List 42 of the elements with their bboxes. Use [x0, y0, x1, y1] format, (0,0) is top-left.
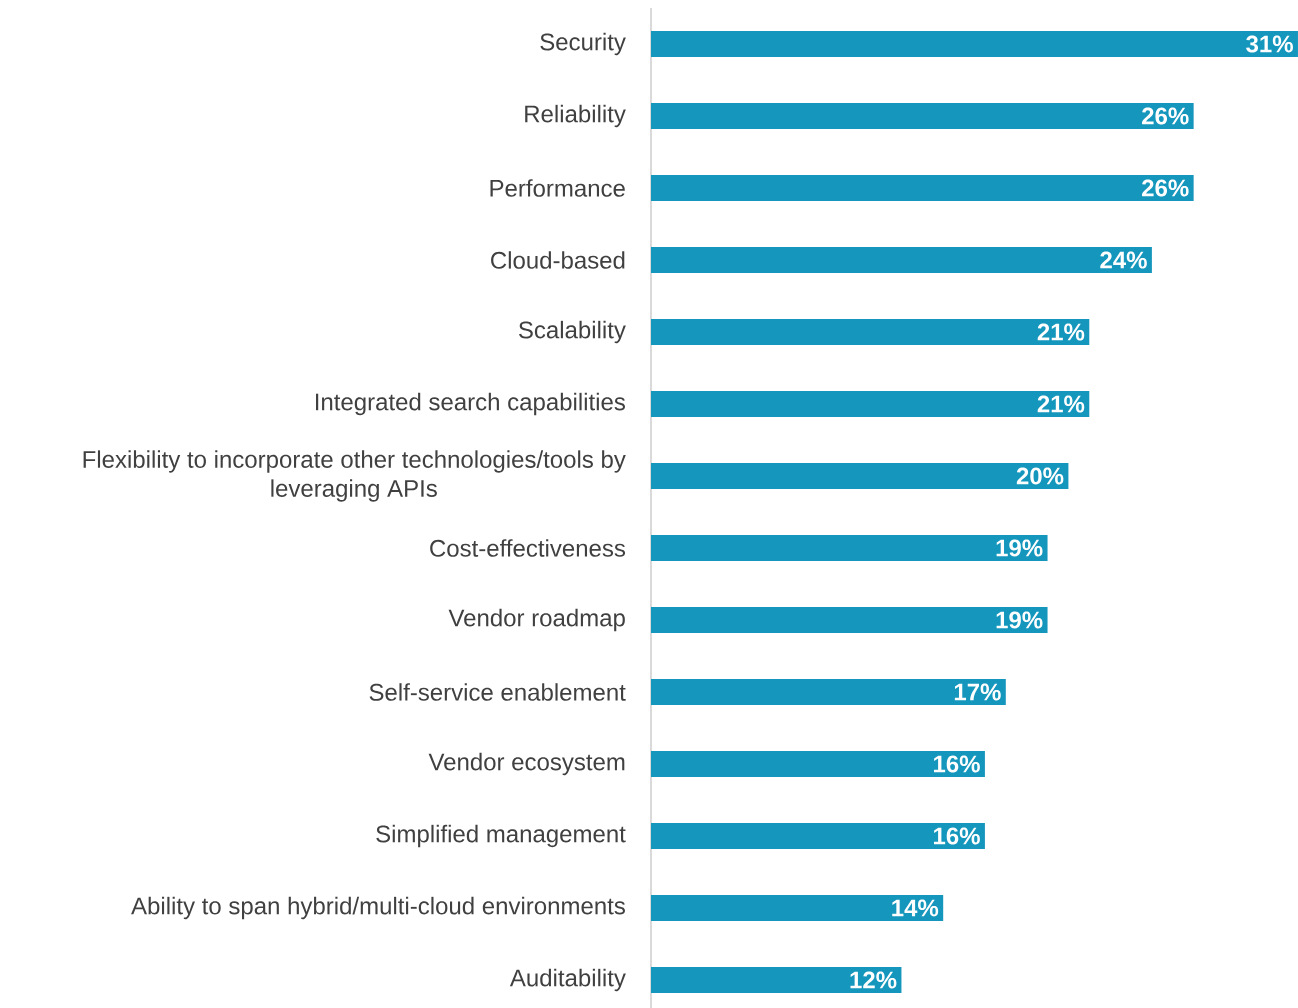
data-label: 12%	[850, 971, 897, 989]
data-label: 26%	[1142, 107, 1189, 125]
bar	[651, 535, 1048, 561]
y-tick-label: Integrated search capabilities	[315, 392, 625, 416]
bar	[651, 751, 985, 777]
data-label: 14%	[892, 899, 939, 917]
data-label: 19%	[996, 611, 1043, 629]
y-tick-label: Security	[540, 32, 626, 56]
y-tick-label: Vendor ecosystem	[428, 752, 625, 776]
data-label: 26%	[1142, 179, 1189, 197]
bar	[651, 463, 1069, 489]
bar	[651, 247, 1152, 274]
y-tick-label: Cost-effectiveness	[430, 539, 626, 557]
data-label: 16%	[934, 755, 980, 773]
data-label: 31%	[1246, 35, 1293, 53]
bar	[651, 103, 1194, 129]
data-label: 20%	[1016, 467, 1064, 485]
y-tick-label: Flexibility to incorporate other technologies/tools by leveraging APIs	[83, 450, 626, 502]
bar	[651, 679, 1006, 705]
data-label: 21%	[1037, 323, 1085, 341]
bar	[651, 31, 1298, 58]
y-tick-label: Reliability	[525, 104, 626, 128]
data-label: 16%	[934, 827, 980, 845]
data-label: 21%	[1037, 395, 1085, 413]
y-tick-label: Simplified management	[376, 824, 626, 848]
data-label: 24%	[1100, 251, 1147, 269]
bar	[651, 967, 902, 993]
bar	[651, 895, 944, 921]
y-tick-label: Self-service enablement	[369, 683, 626, 701]
y-tick-label: Scalability	[518, 320, 626, 344]
data-label: 17%	[954, 683, 1001, 701]
data-label: 19%	[996, 539, 1043, 557]
y-tick-label: Performance	[490, 179, 625, 197]
bar	[651, 823, 985, 849]
bar	[651, 391, 1090, 417]
y-tick-label: Auditability	[509, 968, 626, 992]
bar	[651, 175, 1194, 201]
bar	[651, 607, 1048, 633]
y-tick-label: Cloud-based	[491, 251, 625, 269]
y-tick-label: Ability to span hybrid/multi-cloud environments	[131, 896, 625, 920]
bar	[651, 319, 1090, 345]
y-tick-label: Vendor roadmap	[448, 608, 625, 632]
